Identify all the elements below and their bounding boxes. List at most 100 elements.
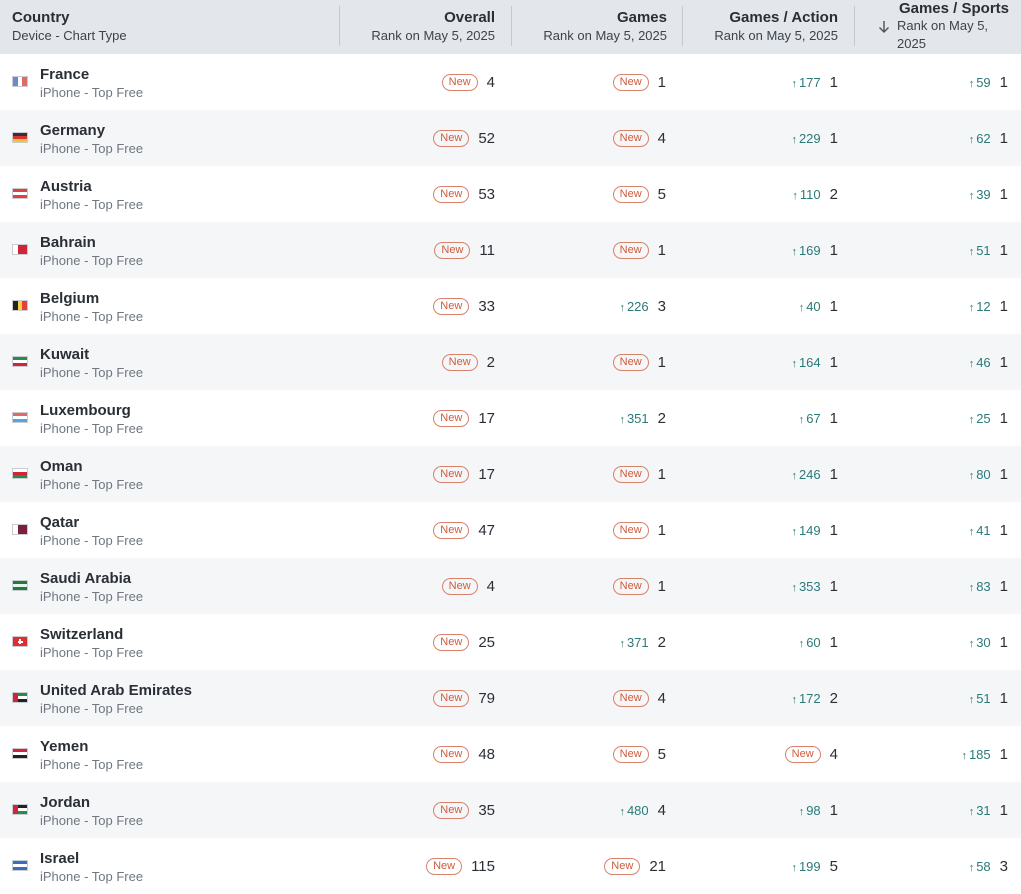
table-row[interactable]: Germany iPhone - Top Free New 52 New 4 ↑ 229 1 ↑ 6… [0,110,1021,166]
table-row[interactable]: Jordan iPhone - Top Free New 35 ↑ 480 4 ↑ 98 1 ↑ 31… [0,782,1021,838]
rank-change: ↑ 51 [969,691,991,706]
rank-cell-sports: ↑ 83 1 [969,558,1008,614]
rank-value: 1 [999,801,1008,819]
rank-change-value: 25 [976,410,991,426]
table-row[interactable]: Oman iPhone - Top Free New 17 New 1 ↑ 246 1 ↑ 80 1 [0,446,1021,502]
rank-cell-action: ↑ 110 2 [792,166,838,222]
country-name[interactable]: Jordan [40,794,91,811]
rank-change: ↑ 98 [799,803,821,818]
rank-cell-action: New 4 [784,726,838,782]
new-badge: New [433,745,470,763]
header-games[interactable]: Games Rank on May 5, 2025 [517,0,667,54]
rank-change: ↑ 80 [969,467,991,482]
new-badge: New [612,465,649,483]
table-row[interactable]: France iPhone - Top Free New 4 New 1 ↑ 177 1 ↑ 59 1 [0,54,1021,110]
rank-change-value: 59 [976,74,991,90]
header-country[interactable]: Country Device - Chart Type [12,0,332,54]
rank-cell-overall: New 47 [433,502,495,558]
rank-value: 52 [478,129,495,147]
device-chart-type: iPhone - Top Free [40,869,144,884]
new-badge: New [784,745,821,763]
rank-cell-games: New 5 [612,726,666,782]
country-name[interactable]: Belgium [40,290,100,307]
sort-arrow-down-icon[interactable] [878,20,890,34]
country-name[interactable]: Luxembourg [40,402,131,419]
arrow-up-icon: ↑ [791,133,797,146]
rank-change: ↑ 149 [791,523,820,538]
table-row[interactable]: Belgium iPhone - Top Free New 33 ↑ 226 3 ↑ 40 1 ↑ 1… [0,278,1021,334]
rank-cell-overall: New 17 [433,446,495,502]
country-flag-icon [12,188,28,199]
rank-change: ↑ 164 [791,355,820,370]
arrow-up-icon: ↑ [798,301,805,314]
new-badge: New [612,521,649,539]
rank-cell-action: ↑ 199 5 [791,838,838,894]
rank-value: 1 [829,129,838,147]
device-chart-type: iPhone - Top Free [40,421,144,436]
arrow-up-icon: ↑ [968,301,975,314]
rank-change: ↑ 58 [969,859,991,874]
header-sports-sub-1: Rank on May 5, [897,18,989,33]
rank-cell-games: New 1 [612,558,666,614]
rank-cell-action: ↑ 60 1 [799,614,838,670]
rank-change: ↑ 67 [799,411,821,426]
country-name[interactable]: United Arab Emirates [40,682,192,699]
rank-cell-overall: New 25 [433,614,495,670]
rank-cell-overall: New 115 [426,838,495,894]
country-name[interactable]: Germany [40,122,106,139]
country-flag-icon [12,580,28,591]
header-action[interactable]: Games / Action Rank on May 5, 2025 [688,0,838,54]
table-row[interactable]: Switzerland iPhone - Top Free New 25 ↑ 371 2 ↑ 6… [0,614,1021,670]
new-badge: New [612,185,649,203]
country-name[interactable]: Qatar [40,514,80,531]
rank-change: ↑ 185 [961,747,990,762]
rank-value: 1 [999,633,1008,651]
table-row[interactable]: Israel iPhone - Top Free New 115 New 21 ↑ 199 5 ↑… [0,838,1021,894]
header-overall[interactable]: Overall Rank on May 5, 2025 [345,0,495,54]
header-divider [339,6,340,46]
rank-cell-overall: New 4 [441,54,495,110]
country-name[interactable]: Yemen [40,738,89,755]
rank-change: ↑ 351 [619,411,648,426]
table-row[interactable]: Austria iPhone - Top Free New 53 New 5 ↑ 110 2 ↑ 3… [0,166,1021,222]
table-row[interactable]: Luxembourg iPhone - Top Free New 17 ↑ 351 2 ↑ 67… [0,390,1021,446]
table-row[interactable]: Qatar iPhone - Top Free New 47 New 1 ↑ 149 1 ↑ 41 1 [0,502,1021,558]
table-row[interactable]: Bahrain iPhone - Top Free New 11 New 1 ↑ 169 1 ↑ 5… [0,222,1021,278]
arrow-up-icon: ↑ [798,637,805,650]
device-chart-type: iPhone - Top Free [40,141,144,156]
rank-change: ↑ 83 [969,579,991,594]
rank-cell-sports: ↑ 51 1 [969,670,1008,726]
country-name[interactable]: Austria [40,178,92,195]
device-chart-type: iPhone - Top Free [40,197,144,212]
rank-value: 1 [829,801,838,819]
country-flag-icon [12,76,28,87]
rank-value: 21 [649,857,666,875]
device-chart-type: iPhone - Top Free [40,365,144,380]
rank-cell-overall: New 48 [433,726,495,782]
country-name[interactable]: Switzerland [40,626,124,643]
table-row[interactable]: Saudi Arabia iPhone - Top Free New 4 New 1 ↑ 35… [0,558,1021,614]
rank-cell-games: ↑ 371 2 [619,614,666,670]
rank-change: ↑ 41 [969,523,991,538]
header-overall-title: Overall [444,9,495,26]
rank-cell-games: New 21 [604,838,666,894]
rank-change: ↑ 169 [791,243,820,258]
country-name[interactable]: France [40,66,90,83]
rank-change-value: 480 [626,802,649,818]
country-name[interactable]: Oman [40,458,83,475]
country-name[interactable]: Bahrain [40,234,96,251]
table-row[interactable]: United Arab Emirates iPhone - Top Free New… [0,670,1021,726]
table-row[interactable]: Yemen iPhone - Top Free New 48 New 5 New 4 ↑ 185 1 [0,726,1021,782]
country-name[interactable]: Israel [40,850,80,867]
table-row[interactable]: Kuwait iPhone - Top Free New 2 New 1 ↑ 164 1 ↑ 46 1 [0,334,1021,390]
rank-value: 1 [999,521,1008,539]
rank-change-value: 39 [976,186,991,202]
header-sports[interactable]: Games / Sports Rank on May 5, 2025 [860,0,1021,54]
country-flag-icon [12,412,28,423]
rank-cell-sports: ↑ 12 1 [969,278,1008,334]
country-name[interactable]: Saudi Arabia [40,570,132,587]
rank-cell-games: New 4 [612,110,666,166]
country-name[interactable]: Kuwait [40,346,90,363]
arrow-up-icon: ↑ [619,301,625,314]
rank-value: 2 [657,409,666,427]
